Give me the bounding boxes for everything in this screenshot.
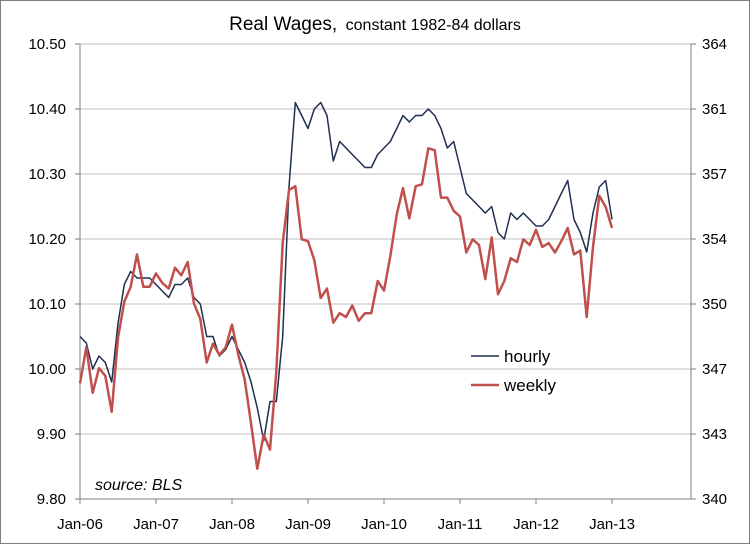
y-right-tick-label: 340 [702,491,727,508]
y-left-tick-label: 9.80 [37,491,66,508]
x-tick-label: Jan-07 [133,516,179,533]
x-tick-label: Jan-08 [209,516,255,533]
y-right-tick-label: 350 [702,296,727,313]
chart-title: Real Wages, constant 1982-84 dollars [229,14,521,35]
y-right-tick-label: 354 [702,231,727,248]
y-left-tick-label: 10.20 [28,231,66,248]
y-left-tick-label: 10.40 [28,101,66,118]
series-line-weekly [78,147,614,470]
x-tick-label: Jan-11 [438,516,483,533]
y-left-tick-label: 10.50 [28,36,66,53]
y-right-tick-label: 347 [702,361,727,378]
x-tick-label: Jan-13 [589,516,635,533]
y-left-tick-label: 10.30 [28,166,66,183]
tick-labels: 9.80 340 9.90 343 10.00 347 10.10 350 10.20 354 10… [28,36,727,533]
legend: hourly weekly [471,347,556,395]
series-line-hourly [79,101,613,442]
y-right-tick-label: 343 [702,426,727,443]
x-tick-label: Jan-12 [513,516,559,533]
chart-title-main: Real Wages, [229,14,337,35]
series-lines [78,101,614,470]
legend-hourly-label: hourly [504,347,551,366]
y-right-tick-label: 364 [702,36,727,53]
legend-weekly-label: weekly [503,376,556,395]
x-tick-label: Jan-10 [361,516,407,533]
y-left-tick-label: 9.90 [37,426,66,443]
gridlines [80,43,691,435]
source-note: source: BLS [95,477,182,494]
x-tick-label: Jan-09 [285,516,331,533]
y-right-tick-label: 361 [702,101,727,118]
x-tick-label: Jan-06 [57,516,103,533]
y-right-tick-label: 357 [702,166,727,183]
chart-subtitle: constant 1982-84 dollars [346,17,521,34]
axes [75,43,696,504]
y-left-tick-label: 10.00 [28,361,66,378]
y-left-tick-label: 10.10 [28,296,66,313]
